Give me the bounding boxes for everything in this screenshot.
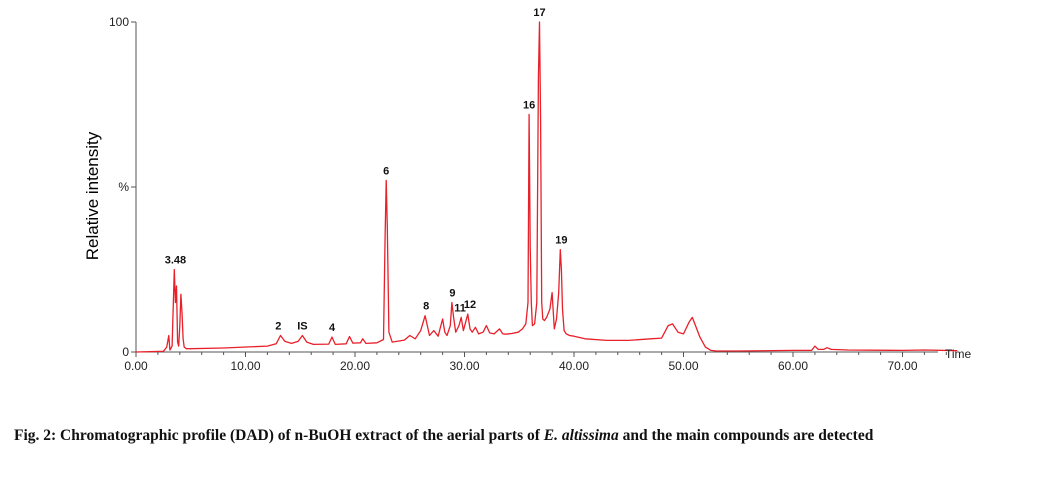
chromatogram-trace [135, 21, 958, 353]
peak-label: 17 [533, 7, 545, 19]
x-tick-label: 10.00 [230, 359, 260, 373]
caption-species: E. altissima [543, 427, 619, 444]
chromatogram-chart: Relative intensity 0% 100 0.00 10.00 20.00 3… [83, 7, 972, 373]
peak-label: 12 [464, 299, 476, 311]
peak-label: IS [297, 321, 307, 333]
peak-label: 4 [329, 322, 336, 334]
peak-label: 6 [383, 165, 389, 177]
y-tick-label: 100 [109, 15, 129, 29]
x-tick-label: 40.00 [559, 359, 589, 373]
x-tick-label: 0.00 [124, 359, 148, 373]
peak-label: 3.48 [165, 255, 186, 267]
figure-caption: Fig. 2: Chromatographic profile (DAD) of… [14, 424, 1042, 447]
x-ticks: 0.00 10.00 20.00 30.00 40.00 50.00 60.00 70.00 [124, 352, 947, 373]
x-tick-label: 70.00 [887, 359, 917, 373]
caption-prefix: Fig. 2: Chromatographic profile (DAD) of… [14, 427, 544, 444]
x-tick-label: 20.00 [340, 359, 370, 373]
x-axis-title: Time [945, 347, 972, 361]
peak-label: 11 [454, 302, 466, 314]
peak-label: 9 [449, 288, 455, 300]
peak-label: 2 [275, 321, 281, 333]
y-tick-label: % [118, 180, 129, 194]
peak-label: 19 [555, 235, 567, 247]
y-axis-title: Relative intensity [83, 131, 102, 260]
x-tick-label: 50.00 [668, 359, 698, 373]
y-ticks: 0% 100 [109, 15, 136, 359]
x-tick-label: 30.00 [449, 359, 479, 373]
caption-suffix: and the main compounds are detected [618, 427, 874, 444]
x-tick-label: 60.00 [778, 359, 808, 373]
peak-label: 16 [523, 99, 535, 111]
y-tick-label: 0 [122, 345, 129, 359]
peak-label: 8 [423, 301, 429, 313]
